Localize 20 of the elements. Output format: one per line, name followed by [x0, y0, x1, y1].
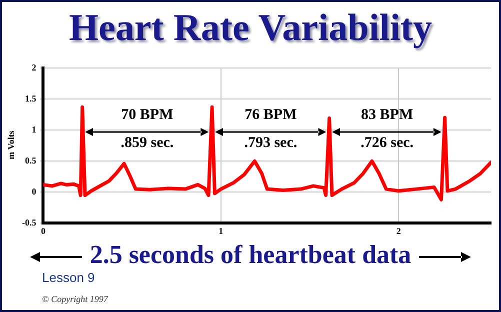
- annotation: 76 BPM: [244, 106, 297, 123]
- annotation: 70 BPM: [121, 106, 174, 123]
- x-axis-title: 2.5 seconds of heartbeat data: [90, 240, 412, 270]
- chart-title: Heart Rate Variability: [68, 6, 434, 50]
- y-tick-label: -0.5: [22, 218, 37, 228]
- x-tick-label: 2: [396, 226, 402, 236]
- y-tick-label: 2: [32, 62, 37, 72]
- y-tick-label: 1.5: [24, 93, 37, 104]
- text: Lesson 9: [42, 270, 95, 285]
- text: © Copyright 1997: [42, 294, 108, 304]
- y-axis-title: m Volts: [6, 129, 16, 161]
- x-tick-label: 0: [40, 226, 46, 236]
- annotation: .793 sec.: [244, 134, 298, 151]
- y-tick-label: 0: [32, 186, 37, 196]
- annotation: 83 BPM: [361, 106, 414, 123]
- x-tick-label: 1: [218, 226, 224, 236]
- y-tick-label: 0.5: [24, 155, 37, 166]
- annotation: .726 sec.: [360, 134, 414, 151]
- annotation: .859 sec.: [120, 134, 174, 151]
- y-tick-label: 1: [32, 124, 37, 134]
